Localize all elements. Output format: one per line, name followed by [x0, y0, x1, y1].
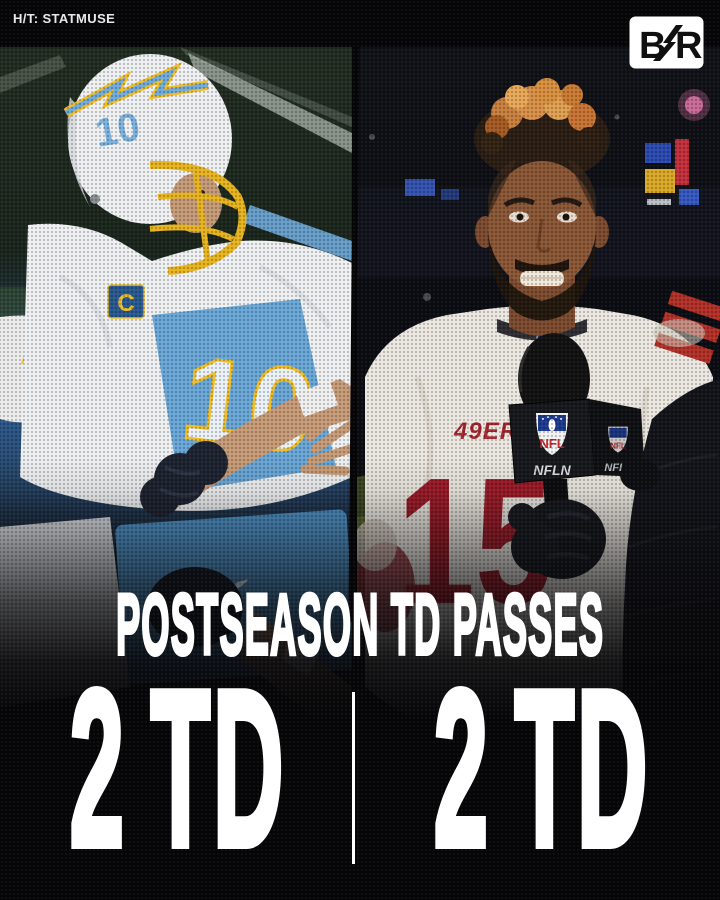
br-bolt-icon: [663, 25, 683, 43]
stat-left-chargers: 2 TD: [0, 654, 356, 884]
stat-right-value: 2 TD: [432, 645, 651, 893]
mic-network-label: NFLN: [533, 462, 571, 478]
pink-light: [685, 96, 703, 114]
gloved-hand: [508, 499, 606, 579]
logo-letter-r: R: [675, 25, 702, 67]
svg-text:NFL: NFL: [610, 441, 626, 450]
stats-divider: [352, 692, 355, 864]
video-screen: [405, 179, 435, 196]
hat-tip-credit: H/T: STATMUSE: [13, 11, 116, 26]
sleeve-smudge: [653, 319, 705, 347]
captain-patch: C: [107, 284, 145, 319]
helmet-number: 10: [92, 105, 143, 156]
nfl-shield-logo: NFL: [536, 413, 568, 455]
svg-text:NFL: NFL: [539, 436, 564, 451]
stat-left-value: 2 TD: [68, 645, 287, 893]
svg-text:C: C: [117, 290, 134, 317]
bleacher-report-logo: B R: [629, 16, 704, 69]
stat-right-49ers: 2 TD: [364, 654, 720, 884]
logo-letter-b: B: [639, 25, 666, 67]
